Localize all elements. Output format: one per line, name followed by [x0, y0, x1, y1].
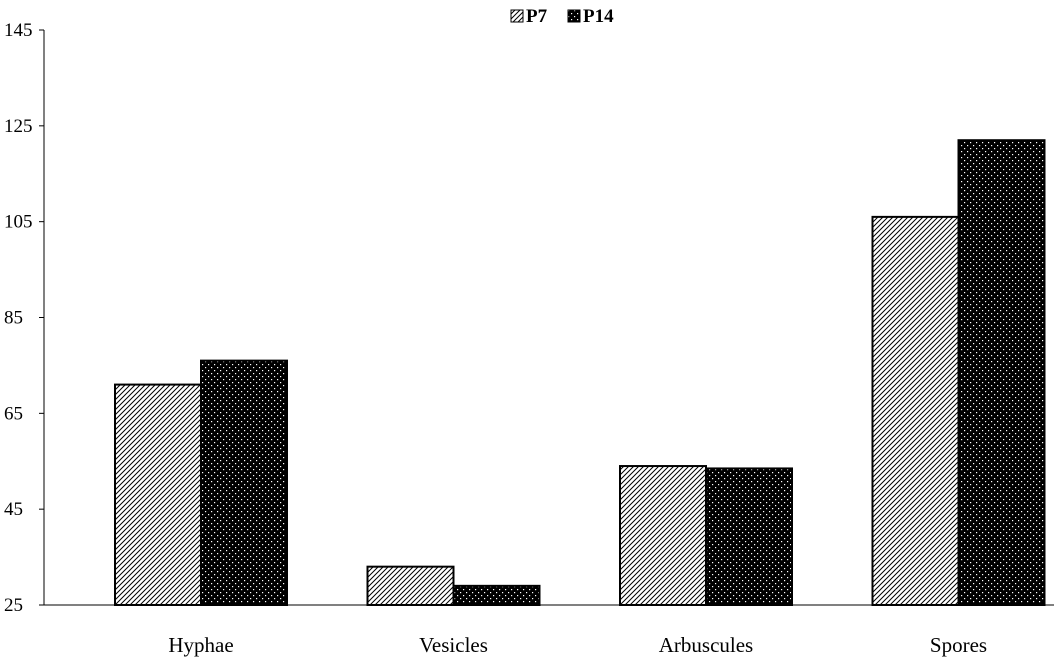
x-tick-label: Spores [930, 633, 987, 657]
legend-label-p7: P7 [526, 6, 548, 27]
x-tick-label: Hyphae [168, 633, 233, 657]
bar-p14-hyphae [200, 359, 288, 606]
x-tick-label: Arbuscules [659, 633, 753, 657]
bar-p14-arbuscules [705, 467, 793, 606]
bar-p7-vesicles [366, 565, 455, 607]
y-tick-label: 25 [4, 595, 23, 616]
y-tick-label: 65 [4, 403, 23, 424]
y-tick-label: 145 [4, 20, 33, 41]
bars [114, 139, 1046, 607]
bar-p7-spores [871, 215, 960, 606]
y-tick-label: 45 [4, 499, 23, 520]
legend-swatch-p14 [567, 9, 581, 23]
legend-swatch-p7 [510, 9, 524, 23]
x-axis: Hyphae Vesicles Arbuscules Spores [44, 604, 1054, 657]
y-tick-label: 105 [4, 212, 33, 233]
y-tick-label: 85 [4, 308, 23, 329]
y-axis: 25 45 65 85 105 125 145 [4, 20, 45, 616]
legend: P7 P14 [510, 6, 614, 27]
y-tick-label: 125 [4, 116, 33, 137]
legend-label-p14: P14 [583, 6, 614, 27]
bar-p14-vesicles [452, 584, 541, 606]
x-tick-label: Vesicles [419, 633, 488, 657]
bar-p7-arbuscules [619, 465, 707, 606]
bar-p14-spores [957, 139, 1046, 606]
bar-p7-hyphae [114, 383, 202, 607]
